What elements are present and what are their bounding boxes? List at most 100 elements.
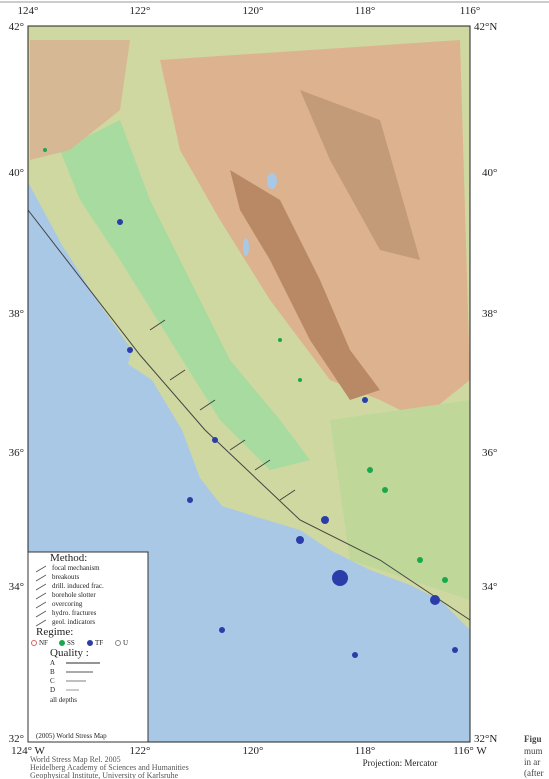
axis-label: 36° [9, 447, 24, 459]
legend-item: SS [67, 639, 75, 647]
legend-item: borehole slotter [52, 591, 96, 599]
map-frame [27, 25, 471, 743]
legend-symbol [35, 583, 47, 591]
point [298, 378, 302, 382]
point [219, 627, 225, 633]
axis-label: 42°N [474, 21, 497, 33]
point [430, 595, 440, 605]
point [212, 437, 218, 443]
legend-item: focal mechanism [52, 564, 100, 572]
highland [300, 90, 420, 260]
lake [243, 238, 249, 256]
point [367, 467, 373, 473]
axis-label: 124° [18, 5, 39, 17]
axis-label: 40° [9, 167, 24, 179]
point [127, 347, 133, 353]
axis-label: 122° [130, 5, 151, 17]
legend-item: B [50, 668, 55, 676]
legend-symbol [35, 565, 47, 573]
legend-symbol [35, 610, 47, 618]
point [332, 570, 348, 586]
axis-label: 120° [243, 745, 264, 757]
legend-box [27, 551, 149, 743]
side-line: mum [524, 746, 543, 756]
footer: World Stress Map Rel. 2005 Heidelberg Ac… [30, 755, 189, 779]
point [452, 647, 458, 653]
legend-item: drill. induced frac. [52, 582, 104, 590]
legend-item: breakouts [52, 573, 79, 581]
point [43, 148, 47, 152]
legend-title: Method: [50, 552, 87, 564]
legend-symbol [35, 592, 47, 600]
tick [149, 319, 166, 331]
ss-points [43, 148, 448, 583]
legend-item: C [50, 677, 55, 685]
point [442, 577, 448, 583]
map [27, 25, 471, 743]
legend-item: hydro. fractures [52, 609, 97, 617]
desert [330, 400, 470, 600]
legend-swatch [115, 640, 121, 646]
top-axis: 124° 122° 120° 118° 116° [18, 5, 481, 17]
tick [229, 439, 246, 451]
sierra [230, 170, 380, 400]
point [352, 652, 358, 658]
axis-label: 40° [482, 167, 497, 179]
axis-label: 116° W [453, 745, 487, 757]
axis-label: 36° [482, 447, 497, 459]
tick [279, 489, 296, 501]
lake [267, 173, 277, 189]
side-text: Figu mum in ar (after [524, 734, 543, 778]
axis-label: 32° [9, 733, 24, 745]
legend-item: overcoring [52, 600, 83, 608]
stress-points [117, 219, 458, 658]
legend-item: D [50, 686, 55, 694]
side-line: in ar [524, 757, 540, 767]
highland [30, 40, 130, 160]
axis-label: 38° [482, 308, 497, 320]
tick [169, 369, 186, 381]
legend-swatch [31, 640, 37, 646]
legend-item: (2005) World Stress Map [36, 732, 107, 740]
axis-label: 34° [482, 581, 497, 593]
axis-label: 32°N [474, 733, 497, 745]
legend-item: all depths [50, 696, 77, 704]
legend-swatch [87, 640, 93, 646]
tick [254, 459, 271, 471]
axis-label: 122° [130, 745, 151, 757]
point [362, 397, 368, 403]
legend-swatch [59, 640, 65, 646]
axis-label: 118° [355, 745, 376, 757]
axis-label: 124° W [11, 745, 45, 757]
point [278, 338, 282, 342]
point [296, 536, 304, 544]
legend-item: U [123, 639, 128, 647]
highland [160, 40, 470, 420]
point [382, 487, 388, 493]
projection: Projection: Mercator [363, 758, 438, 768]
central-valley [60, 120, 310, 470]
fault-line [27, 209, 471, 621]
legend-symbol [35, 574, 47, 582]
axis-label: 34° [9, 581, 24, 593]
tick [199, 399, 216, 411]
bottom-axis: 124° W 122° 120° 118° 116° W [11, 745, 487, 757]
legend-title: Regime: [36, 626, 73, 638]
footer-line: Heidelberg Academy of Sciences and Human… [30, 763, 189, 772]
axis-label: 38° [9, 308, 24, 320]
point [187, 497, 193, 503]
point [417, 557, 423, 563]
axis-label: 116° [460, 5, 481, 17]
footer-line: World Stress Map Rel. 2005 [30, 755, 121, 764]
legend-item: NF [39, 639, 48, 647]
stress-ticks [149, 319, 296, 501]
right-axis: 42°N 40° 38° 36° 34° 32°N [474, 21, 497, 745]
axis-label: 42° [9, 21, 24, 33]
point [321, 516, 329, 524]
legend-title: Quality : [50, 647, 89, 659]
legend-item: TF [95, 639, 103, 647]
point [117, 219, 123, 225]
side-line: (after [524, 768, 543, 778]
